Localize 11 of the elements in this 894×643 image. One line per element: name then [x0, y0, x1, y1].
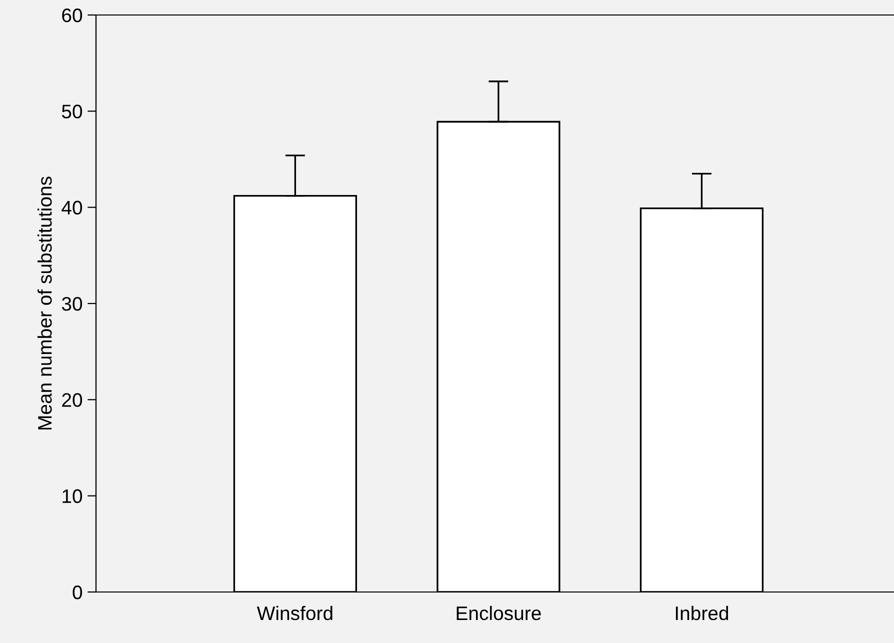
y-tick-label: 60 [62, 8, 82, 22]
y-tick-label: 20 [62, 393, 82, 407]
y-tick-label: 10 [62, 489, 82, 504]
y-tick-label: 50 [62, 104, 82, 118]
x-tick-label: Inbred [676, 606, 728, 620]
x-tick-label: Enclosure [456, 606, 541, 620]
y-tick-label: 30 [62, 296, 82, 311]
y-tick-label: 0 [72, 585, 82, 600]
y-tick-label: 40 [62, 200, 82, 215]
x-tick-label: Winsford [256, 606, 332, 620]
y-axis-title: Mean number of substitutions [38, 176, 52, 430]
